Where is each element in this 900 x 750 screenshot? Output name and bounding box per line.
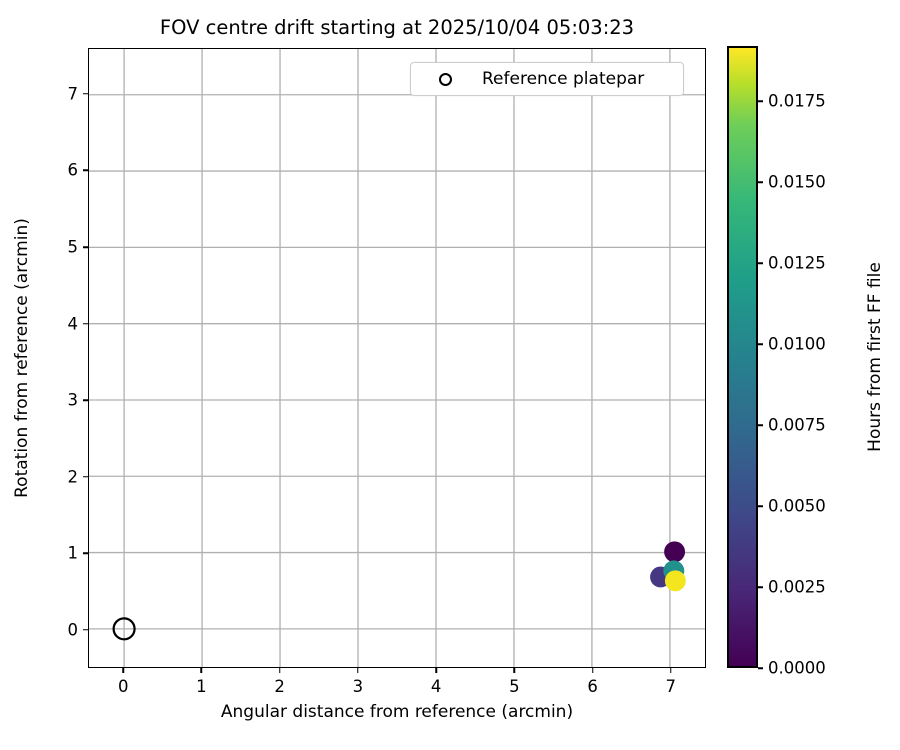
y-tick-label: 4 bbox=[67, 314, 79, 334]
y-tick-mark bbox=[83, 475, 88, 478]
colorbar-gradient bbox=[729, 48, 756, 666]
x-tick-label: 5 bbox=[509, 677, 520, 696]
x-tick-mark bbox=[591, 668, 594, 673]
x-tick-mark bbox=[200, 668, 203, 673]
y-tick-mark bbox=[83, 552, 88, 554]
y-tick-label: 2 bbox=[67, 467, 79, 487]
colorbar-tick-label: 0.0075 bbox=[768, 415, 826, 435]
x-tick-mark bbox=[513, 668, 516, 673]
colorbar[interactable] bbox=[727, 46, 758, 668]
colorbar-tick-mark bbox=[758, 343, 763, 345]
plot-area[interactable] bbox=[88, 48, 706, 668]
colorbar-tick-mark bbox=[758, 100, 763, 102]
y-tick-mark bbox=[83, 322, 88, 325]
y-tick-mark bbox=[83, 628, 88, 631]
colorbar-tick-mark bbox=[758, 262, 763, 264]
colorbar-tick-mark bbox=[758, 667, 763, 669]
colorbar-label-text: Hours from first FF file bbox=[865, 262, 885, 452]
x-tick-label: 3 bbox=[352, 677, 364, 696]
y-tick-mark bbox=[83, 93, 88, 95]
x-axis-label: Angular distance from reference (arcmin) bbox=[220, 702, 574, 722]
colorbar-tick-mark bbox=[758, 586, 763, 588]
y-tick-label: 5 bbox=[67, 237, 79, 257]
scatter-points-layer[interactable] bbox=[89, 49, 705, 667]
y-tick-label: 6 bbox=[67, 160, 79, 180]
y-axis-label-text: Rotation from reference (arcmin) bbox=[12, 218, 32, 498]
x-tick-label: 1 bbox=[196, 677, 207, 696]
colorbar-tick-label: 0.0150 bbox=[768, 172, 826, 192]
page-title: FOV centre drift starting at 2025/10/04 … bbox=[159, 16, 635, 39]
colorbar-tick-label: 0.0000 bbox=[768, 658, 826, 678]
x-tick-label: 2 bbox=[274, 677, 285, 696]
y-tick-label: 1 bbox=[67, 543, 79, 563]
reference-platepar-marker-icon bbox=[439, 72, 452, 86]
x-tick-label: 0 bbox=[117, 677, 129, 696]
x-tick-mark bbox=[278, 668, 281, 673]
reference-platepar-point[interactable] bbox=[112, 617, 136, 641]
scatter-point[interactable] bbox=[664, 570, 686, 592]
colorbar-tick-mark bbox=[758, 181, 763, 183]
legend-entry-label: Reference platepar bbox=[482, 69, 645, 89]
y-tick-mark bbox=[83, 169, 88, 172]
colorbar-tick-label: 0.0125 bbox=[768, 253, 826, 273]
legend[interactable]: Reference platepar bbox=[410, 62, 684, 96]
x-tick-mark bbox=[357, 668, 359, 673]
x-tick-mark bbox=[122, 668, 124, 673]
y-tick-label: 7 bbox=[67, 84, 79, 104]
x-tick-label: 6 bbox=[587, 677, 598, 696]
y-tick-label: 3 bbox=[67, 390, 79, 410]
x-tick-label: 7 bbox=[665, 677, 677, 696]
colorbar-tick-label: 0.0175 bbox=[768, 91, 826, 111]
colorbar-tick-mark bbox=[758, 424, 763, 426]
y-tick-mark bbox=[83, 246, 88, 248]
y-tick-mark bbox=[83, 399, 88, 401]
x-tick-label: 4 bbox=[430, 677, 442, 696]
grid-layer bbox=[89, 49, 705, 667]
x-tick-mark bbox=[670, 668, 672, 673]
y-tick-label: 0 bbox=[67, 620, 79, 640]
colorbar-tick-label: 0.0100 bbox=[768, 334, 826, 354]
x-tick-mark bbox=[435, 668, 437, 673]
colorbar-tick-label: 0.0050 bbox=[768, 496, 826, 516]
colorbar-tick-mark bbox=[758, 505, 763, 507]
scatter-point[interactable] bbox=[664, 541, 686, 563]
colorbar-tick-label: 0.0025 bbox=[768, 577, 826, 597]
